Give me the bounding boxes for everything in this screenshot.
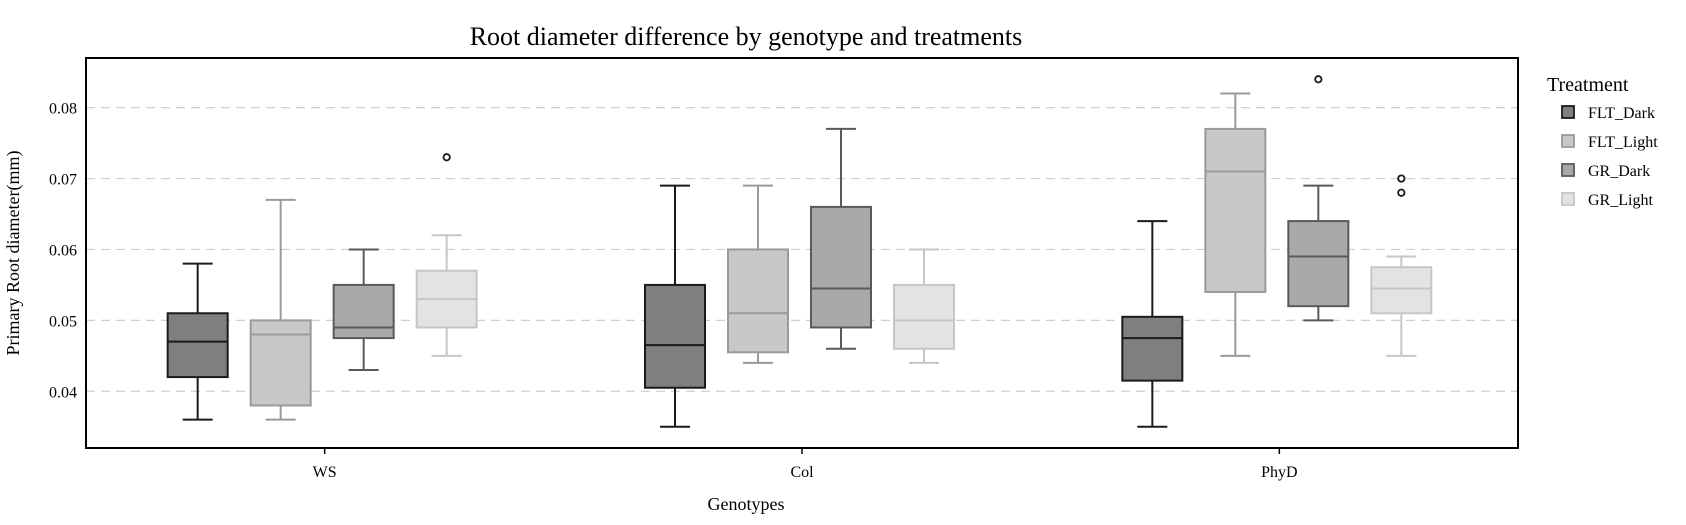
box-iqr [166, 312, 229, 379]
outlier-point [1397, 188, 1406, 197]
x-tick-label: Col [790, 464, 814, 481]
box-iqr [893, 283, 955, 350]
box-gr-light-ws [415, 153, 478, 357]
box-flt-light-ws [249, 198, 312, 421]
box-flt-dark-ws [166, 262, 229, 421]
y-tick-label: 0.08 [49, 101, 77, 118]
box-iqr [1287, 220, 1350, 308]
y-tick-label: 0.07 [49, 172, 77, 189]
legend-entry-flt-dark: FLT_Dark [1588, 105, 1655, 122]
x-axis-label: Genotypes [708, 494, 785, 514]
legend-title: Treatment [1547, 74, 1629, 96]
legend-entry-flt-light: FLT_Light [1588, 134, 1658, 151]
box-flt-dark-phyd [1121, 220, 1184, 428]
box-iqr [1370, 266, 1433, 315]
box-gr-dark-phyd [1287, 75, 1350, 322]
chart-title: Root diameter difference by genotype and… [470, 22, 1023, 51]
box-iqr [1204, 127, 1267, 293]
box-iqr [644, 283, 706, 389]
plot-area [166, 75, 1433, 428]
y-tick-label: 0.06 [49, 242, 77, 259]
box-flt-light-col [727, 184, 789, 364]
y-axis-ticks: 0.04 0.05 0.06 0.07 0.08 [49, 101, 77, 402]
box-flt-light-phyd [1204, 92, 1267, 357]
legend-swatch-flt-dark [1561, 105, 1575, 119]
box-gr-light-col [893, 248, 955, 364]
box-iqr [249, 319, 312, 407]
box-gr-light-phyd [1370, 174, 1433, 357]
x-tick-label: PhyD [1261, 464, 1297, 481]
legend-swatch-gr-light [1561, 192, 1575, 206]
box-gr-dark-col [810, 127, 872, 350]
x-tick-label: WS [313, 464, 337, 481]
legend-entry-gr-dark: GR_Dark [1588, 163, 1650, 180]
y-tick-label: 0.04 [49, 384, 77, 401]
box-gr-dark-ws [332, 248, 395, 371]
grid-lines [86, 107, 1518, 392]
legend-entry-gr-light: GR_Light [1588, 192, 1653, 209]
y-axis-label: Primary Root diameter(mm) [3, 151, 24, 356]
box-iqr [1121, 315, 1184, 382]
box-iqr [727, 248, 789, 354]
legend-swatch-gr-dark [1561, 163, 1575, 177]
legend-swatch-flt-light [1561, 134, 1575, 148]
box-flt-dark-col [644, 184, 706, 428]
box-iqr [810, 205, 872, 329]
legend: Treatment FLT_Dark FLT_Light GR_Dark GR_Lig… [1547, 74, 1658, 209]
y-tick-label: 0.05 [49, 313, 77, 330]
outlier-point [1397, 174, 1406, 183]
x-axis-ticks: WS Col PhyD [313, 448, 1298, 481]
box-iqr [332, 283, 395, 340]
outlier-point [442, 153, 451, 162]
outlier-point [1314, 75, 1323, 84]
